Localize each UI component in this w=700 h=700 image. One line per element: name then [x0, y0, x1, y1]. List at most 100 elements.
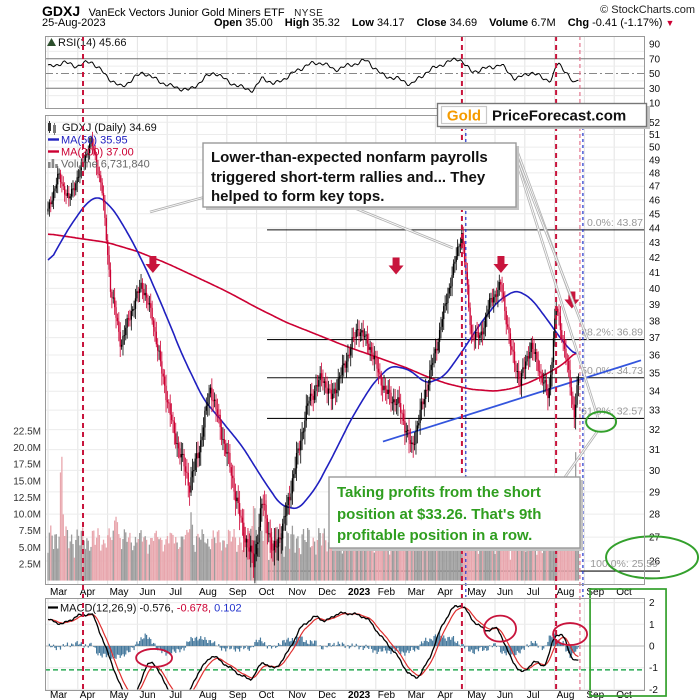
svg-text:50: 50 — [649, 143, 661, 154]
candlestick-icon — [48, 121, 56, 135]
svg-text:30: 30 — [649, 466, 661, 477]
red-down-arrow-icon — [493, 255, 509, 273]
svg-text:17.5M: 17.5M — [13, 460, 41, 471]
support-trendline — [382, 359, 642, 443]
open-label: Open — [214, 17, 243, 29]
down-arrow-icon: ▼ — [665, 18, 675, 28]
svg-text:31: 31 — [649, 445, 661, 456]
svg-text:2023: 2023 — [348, 690, 371, 700]
svg-text:90: 90 — [649, 40, 661, 51]
annotation-box — [328, 476, 581, 549]
svg-text:70: 70 — [649, 54, 661, 65]
svg-text:43: 43 — [649, 238, 661, 249]
svg-text:Sep: Sep — [586, 690, 604, 700]
svg-text:38: 38 — [649, 316, 661, 327]
main-legend: GDXJ (Daily) 34.69 MA(50) 35.95 MA(200) … — [48, 121, 157, 171]
svg-text:Jul: Jul — [169, 587, 182, 598]
svg-text:Oct: Oct — [259, 587, 275, 598]
down-arrows — [145, 255, 580, 309]
logo-word-gold: Gold — [447, 108, 481, 125]
open-value: 35.00 — [245, 17, 273, 29]
svg-text:34: 34 — [649, 387, 661, 398]
indicator-icon — [47, 38, 56, 46]
svg-text:36: 36 — [649, 351, 661, 362]
svg-text:22.5M: 22.5M — [13, 426, 41, 437]
svg-text:35: 35 — [649, 368, 661, 379]
rsi-legend-text: RSI(14) 45.66 — [58, 37, 126, 49]
red-circle-mark — [552, 622, 588, 646]
svg-text:33: 33 — [649, 406, 661, 417]
svg-text:Aug: Aug — [199, 690, 217, 700]
svg-text:Oct: Oct — [259, 690, 275, 700]
svg-text:Jun: Jun — [139, 690, 155, 700]
red-circle-mark — [135, 648, 173, 668]
svg-text:29: 29 — [649, 487, 661, 498]
candles — [47, 131, 580, 584]
svg-text:27: 27 — [649, 533, 661, 544]
svg-text:Mar: Mar — [408, 690, 426, 700]
exchange-label: NYSE — [294, 8, 324, 19]
gold-badge — [440, 105, 488, 125]
svg-text:Jun: Jun — [139, 587, 155, 598]
svg-text:37: 37 — [649, 333, 661, 344]
volume-value: 6.7M — [531, 17, 556, 29]
annotation-box — [202, 142, 517, 208]
red-circle-mark — [483, 614, 517, 643]
change-value: -0.41 (-1.17%) — [592, 17, 663, 29]
svg-text:Apr: Apr — [80, 587, 96, 598]
svg-text:46: 46 — [649, 195, 661, 206]
svg-text:Nov: Nov — [288, 587, 306, 598]
rsi-pane — [45, 36, 645, 109]
fib-label: 38.2%: 36.89 — [581, 327, 643, 339]
svg-text:12.5M: 12.5M — [13, 493, 41, 504]
green-circle-mark — [585, 410, 618, 433]
ma50-line — [47, 197, 579, 510]
svg-text:Nov: Nov — [288, 690, 306, 700]
annotation-line2: triggered short-term rallies and... They — [211, 169, 486, 186]
macd-histogram — [48, 632, 580, 659]
svg-text:Feb: Feb — [378, 587, 396, 598]
svg-text:42: 42 — [649, 253, 661, 264]
svg-text:Apr: Apr — [437, 587, 453, 598]
svg-text:52: 52 — [649, 118, 661, 129]
price-pane — [45, 115, 645, 585]
macd-legend: MACD(12,26,9) -0.576, -0.678, 0.102 — [48, 603, 242, 615]
svg-text:Mar: Mar — [408, 587, 426, 598]
svg-text:30: 30 — [649, 84, 661, 95]
svg-text:45: 45 — [649, 209, 661, 220]
svg-text:Sep: Sep — [586, 587, 604, 598]
annotation-line2: position at $33.26. That's 9th — [337, 506, 541, 523]
svg-text:2.5M: 2.5M — [19, 559, 41, 570]
svg-text:Jun: Jun — [497, 690, 513, 700]
svg-text:Oct: Oct — [616, 587, 632, 598]
svg-text:39: 39 — [649, 300, 661, 311]
axis-labels: 9070503010525150494847464544434241403938… — [13, 40, 660, 700]
svg-text:32: 32 — [649, 425, 661, 436]
fib-label: 0.0%: 43.87 — [587, 217, 643, 229]
svg-text:-1: -1 — [649, 663, 658, 674]
svg-text:0: 0 — [649, 642, 655, 653]
svg-text:2023: 2023 — [348, 587, 371, 598]
svg-text:47: 47 — [649, 182, 661, 193]
fib-label: 100.0%: 25.59 — [590, 558, 658, 570]
svg-text:5.0M: 5.0M — [19, 543, 41, 554]
svg-text:50: 50 — [649, 69, 661, 80]
svg-text:1: 1 — [649, 620, 655, 631]
svg-text:Feb: Feb — [378, 690, 396, 700]
svg-text:26: 26 — [649, 557, 661, 568]
svg-text:7.5M: 7.5M — [19, 526, 41, 537]
logo-word-priceforecast: PriceForecast.com — [492, 108, 626, 125]
instrument-title: VanEck Vectors Junior Gold Miners ETF — [88, 7, 285, 19]
svg-text:May: May — [467, 690, 486, 700]
svg-text:44: 44 — [649, 224, 661, 235]
svg-text:20.0M: 20.0M — [13, 443, 41, 454]
ma200-legend-text: MA(200) 37.00 — [61, 147, 134, 159]
svg-text:May: May — [110, 587, 129, 598]
macd-pane — [45, 598, 645, 691]
rsi-line — [47, 57, 579, 94]
red-down-arrow-icon — [145, 255, 161, 273]
quote-date: 25-Aug-2023 — [42, 17, 106, 29]
close-label: Close — [416, 17, 447, 29]
svg-text:51: 51 — [649, 130, 661, 141]
